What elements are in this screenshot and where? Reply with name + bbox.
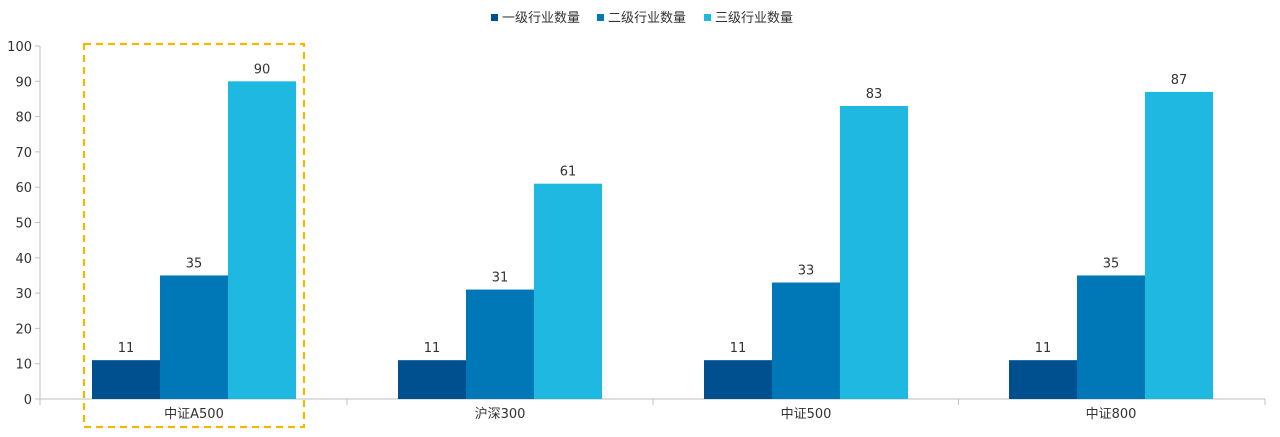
legend-label: 三级行业数量: [715, 11, 793, 26]
data-label: 11: [424, 341, 441, 356]
data-label: 87: [1171, 73, 1188, 88]
legend-swatch: [704, 14, 711, 21]
y-tick-label: 70: [15, 146, 32, 161]
y-tick-label: 20: [15, 322, 32, 337]
bar: [466, 289, 534, 399]
y-tick-label: 10: [15, 358, 32, 373]
legend-label: 二级行业数量: [608, 11, 686, 26]
data-label: 11: [118, 341, 135, 356]
y-tick-label: 90: [15, 75, 32, 90]
data-label: 83: [866, 87, 883, 102]
bar: [1077, 275, 1145, 399]
data-label: 35: [186, 256, 203, 271]
bar: [160, 275, 228, 399]
bar: [398, 360, 466, 399]
bar: [704, 360, 772, 399]
x-tick-label: 沪深300: [475, 406, 526, 422]
y-tick-label: 100: [7, 40, 32, 55]
x-tick-label: 中证800: [1086, 407, 1137, 422]
y-tick-label: 50: [15, 217, 32, 232]
x-tick-label: 中证500: [781, 407, 832, 422]
bar: [772, 282, 840, 399]
bar: [1145, 91, 1213, 399]
y-tick-label: 0: [24, 393, 32, 408]
x-tick-label: 中证A500: [164, 407, 224, 422]
y-tick-label: 80: [15, 111, 32, 126]
data-label: 35: [1103, 256, 1120, 271]
highlight-box: [82, 42, 306, 429]
data-label: 61: [560, 165, 577, 180]
data-labels: 11 35 90 11 31 61 11 33 83 11 35 87: [118, 62, 1188, 356]
legend: 一级行业数量 二级行业数量 三级行业数量: [491, 11, 793, 26]
bar: [840, 106, 908, 399]
data-label: 11: [730, 341, 747, 356]
highlight: [82, 42, 306, 429]
bar: [1009, 360, 1077, 399]
y-tick-label: 40: [15, 252, 32, 267]
bar: [92, 360, 160, 399]
data-label: 90: [254, 62, 271, 77]
legend-label: 一级行业数量: [502, 11, 580, 26]
data-label: 33: [798, 264, 815, 279]
data-label: 31: [492, 271, 509, 286]
bar: [534, 183, 602, 399]
y-axis: 0 10 20 30 40 50 60 70 80 90 100: [7, 40, 41, 408]
bar: [228, 81, 296, 400]
legend-swatch: [491, 14, 498, 21]
bars: [92, 81, 1213, 400]
y-tick-label: 30: [15, 287, 32, 302]
data-label: 11: [1035, 341, 1052, 356]
legend-swatch: [597, 14, 604, 21]
x-axis: 中证A500 沪深300 中证500 中证800: [39, 398, 1266, 422]
y-tick-label: 60: [15, 181, 32, 196]
